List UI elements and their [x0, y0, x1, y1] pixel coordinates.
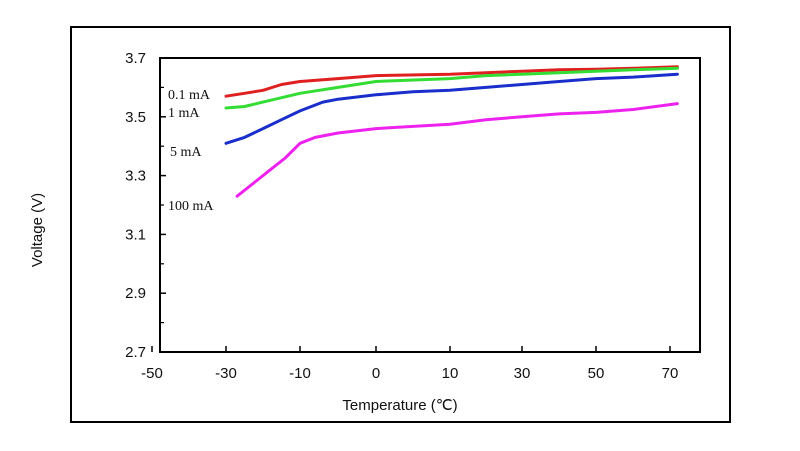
y-tick-label: 3.7 — [125, 50, 146, 67]
tick-labels: -50 -30 -10 0 10 30 50 70 3.7 3.5 3.3 3.1 2.9 2.7 — [125, 50, 678, 382]
x-tick-label: -50 — [141, 365, 163, 382]
y-axis-title: Voltage (V) — [29, 193, 46, 267]
series-lines — [224, 65, 679, 198]
axis-ticks — [151, 57, 671, 353]
series-line-0-1-ma — [224, 65, 679, 98]
plot-area — [159, 57, 701, 353]
x-tick-label: 50 — [588, 365, 605, 382]
series-label: 0.1 mA — [168, 88, 211, 103]
series-labels: 0.1 mA 1 mA 5 mA 100 mA — [168, 88, 214, 214]
plot-border — [159, 57, 701, 353]
y-tick-label: 3.3 — [125, 168, 146, 185]
x-tick-label: 10 — [442, 365, 459, 382]
series-line-100-ma — [235, 102, 679, 198]
x-tick-label: 70 — [662, 365, 679, 382]
y-tick-label: 2.9 — [125, 285, 146, 302]
x-tick-label: 0 — [372, 365, 380, 382]
x-tick-label: 30 — [514, 365, 531, 382]
x-tick-label: -10 — [289, 365, 311, 382]
series-line-1-ma — [224, 66, 679, 110]
y-tick-label: 2.7 — [125, 344, 146, 361]
y-tick-label: 3.1 — [125, 226, 146, 243]
x-axis-title: Temperature (℃) — [342, 397, 457, 414]
series-label: 1 mA — [168, 106, 200, 121]
chart-frame — [70, 26, 731, 423]
x-tick-label: -30 — [215, 365, 237, 382]
series-label: 100 mA — [168, 199, 214, 214]
y-tick-label: 3.5 — [125, 109, 146, 126]
series-line-5-ma — [224, 72, 679, 145]
series-label: 5 mA — [170, 145, 202, 160]
